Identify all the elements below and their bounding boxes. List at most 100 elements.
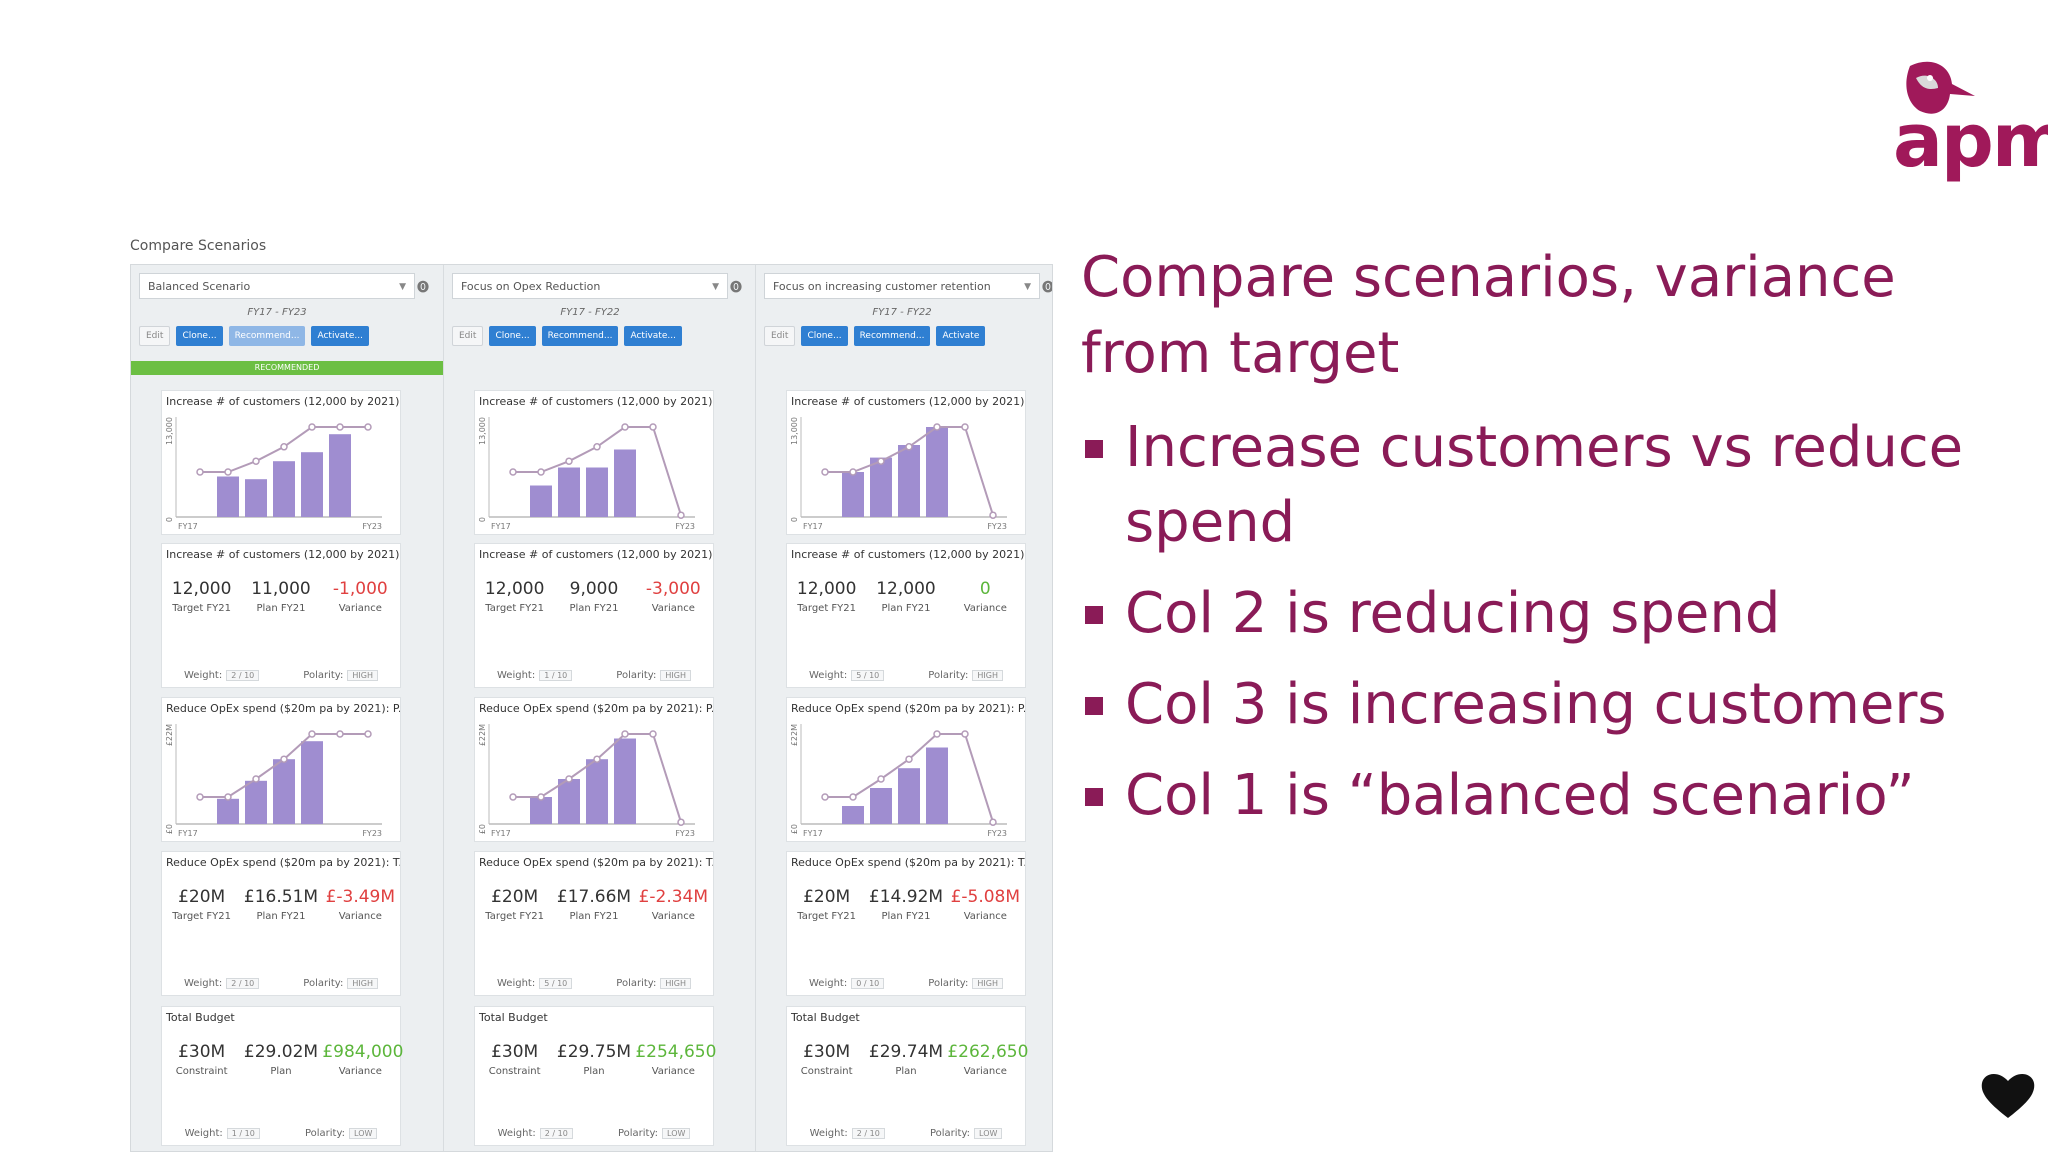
target-point <box>280 755 288 763</box>
kpi-target-value: £20M <box>491 887 539 907</box>
scenario-toolbar: Edit Clone... Recommend... Activate <box>764 326 1052 346</box>
kpi-meta: Weight: 2 / 10 Polarity: LOW <box>787 1128 1025 1139</box>
kpi-plan-value: £14.92M <box>868 887 944 907</box>
kpi-meta: Weight: 1 / 10 Polarity: HIGH <box>475 670 713 681</box>
kpi-target: 12,000 Target FY21 <box>477 579 553 614</box>
scenario-header: Focus on Opex Reduction ▼ ⓿ FY17 - FY22 Edit… <box>452 273 742 346</box>
kpi-plan-value: £29.74M <box>868 1042 944 1062</box>
scenario-select[interactable]: Focus on Opex Reduction ▼ <box>452 273 728 299</box>
weight-label: Weight: <box>497 978 536 989</box>
bullet-item: Col 2 is reducing spend <box>1081 576 1981 651</box>
kpi-card[interactable]: Total Budget £30M Constraint £29.75M Plan £25… <box>474 1006 716 1146</box>
kpi-plan-label: Plan <box>583 1066 605 1077</box>
target-point <box>649 423 657 431</box>
kpi-variance: -1,000 Variance <box>322 579 398 614</box>
mini-chart-card[interactable]: Reduce OpEx spend ($20m pa by 2021): P..… <box>161 697 401 842</box>
clone-button[interactable]: Clone... <box>489 326 536 346</box>
kpi-meta: Weight: 0 / 10 Polarity: HIGH <box>787 978 1025 989</box>
bar <box>926 747 948 824</box>
recommend-button[interactable]: Recommend... <box>228 326 306 346</box>
kpi-card[interactable]: Reduce OpEx spend ($20m pa by 2021): T..… <box>786 851 1026 996</box>
weight: Weight: 2 / 10 <box>184 978 260 989</box>
weight-value: 2 / 10 <box>851 1128 885 1139</box>
info-icon[interactable]: ⓿ <box>416 280 429 294</box>
kpi-card[interactable]: Increase # of customers (12,000 by 2021)… <box>474 543 714 688</box>
bar <box>870 457 892 517</box>
kpi-card[interactable]: Total Budget £30M Constraint £29.74M Plan £26… <box>786 1006 1028 1146</box>
bullet-list: Increase customers vs reduce spend Col 2… <box>1081 410 1981 849</box>
kpi-plan-label: Plan FY21 <box>569 603 619 614</box>
kpi-title: Reduce OpEx spend ($20m pa by 2021): T..… <box>166 856 400 869</box>
target-point <box>308 730 316 738</box>
edit-button[interactable]: Edit <box>139 326 171 346</box>
kpi-variance-value: -3,000 <box>645 579 701 599</box>
kpi-variance: £-5.08M Variance <box>947 887 1023 922</box>
kpi-target-value: £30M <box>803 1042 851 1062</box>
kpi-meta: Weight: 5 / 10 Polarity: HIGH <box>787 670 1025 681</box>
weight-label: Weight: <box>497 1128 536 1139</box>
activate-button[interactable]: Activate <box>936 326 986 346</box>
target-point <box>364 423 372 431</box>
kpi-card[interactable]: Reduce OpEx spend ($20m pa by 2021): T..… <box>161 851 401 996</box>
mini-chart-card[interactable]: Increase # of customers (12,000 by 2021)… <box>786 390 1026 535</box>
target-point <box>933 423 941 431</box>
target-point <box>509 468 517 476</box>
scenario-range: FY17 - FY23 <box>247 307 307 318</box>
info-icon[interactable]: ⓿ <box>1041 280 1053 294</box>
target-point <box>224 468 232 476</box>
recommend-button[interactable]: Recommend... <box>541 326 619 346</box>
mini-chart-card[interactable]: Increase # of customers (12,000 by 2021)… <box>474 390 714 535</box>
target-point <box>849 793 857 801</box>
bar <box>870 788 892 824</box>
apm-logo-text: apm <box>1893 98 2048 184</box>
edit-button[interactable]: Edit <box>764 326 796 346</box>
kpi-meta: Weight: 5 / 10 Polarity: HIGH <box>475 978 713 989</box>
polarity: Polarity: LOW <box>929 1128 1003 1139</box>
mini-chart-card[interactable]: Increase # of customers (12,000 by 2021)… <box>161 390 401 535</box>
x-tick-label-start: FY17 <box>803 829 823 838</box>
info-icon[interactable]: ⓿ <box>729 280 742 294</box>
mini-chart: FY17 FY23 £22M £0 <box>790 724 1007 838</box>
chevron-down-icon: ▼ <box>712 282 719 292</box>
activate-button[interactable]: Activate... <box>311 326 369 346</box>
kpi-card[interactable]: Total Budget £30M Constraint £29.02M Plan £98… <box>161 1006 403 1146</box>
kpi-card[interactable]: Increase # of customers (12,000 by 2021)… <box>786 543 1026 688</box>
scenario-range: FY17 - FY22 <box>872 307 932 318</box>
bar <box>245 479 267 517</box>
scenario-select[interactable]: Balanced Scenario ▼ <box>139 273 415 299</box>
clone-button[interactable]: Clone... <box>801 326 848 346</box>
kpi-card[interactable]: Reduce OpEx spend ($20m pa by 2021): T..… <box>474 851 714 996</box>
activate-button[interactable]: Activate... <box>624 326 682 346</box>
kpi-values: 12,000 Target FY21 9,000 Plan FY21 -3,000 Var… <box>475 579 713 614</box>
scenario-column: Balanced Scenario ▼ ⓿ FY17 - FY23 Edit Clone.… <box>131 265 443 1151</box>
scenario-range: FY17 - FY22 <box>560 307 620 318</box>
mini-chart-title: Reduce OpEx spend ($20m pa by 2021): P..… <box>166 702 400 715</box>
polarity: Polarity: HIGH <box>616 670 691 681</box>
polarity-label: Polarity: <box>929 1128 971 1139</box>
target-point <box>989 818 997 826</box>
x-tick-label-start: FY17 <box>178 829 198 838</box>
heart-icon[interactable] <box>1980 1070 2036 1120</box>
edit-button[interactable]: Edit <box>452 326 484 346</box>
target-point <box>565 775 573 783</box>
bar <box>245 780 267 824</box>
kpi-card[interactable]: Increase # of customers (12,000 by 2021)… <box>161 543 401 688</box>
chevron-down-icon: ▼ <box>1024 282 1031 292</box>
mini-chart-card[interactable]: Reduce OpEx spend ($20m pa by 2021): P..… <box>786 697 1026 842</box>
target-point <box>224 793 232 801</box>
polarity-value: LOW <box>974 1128 1003 1139</box>
kpi-values: £20M Target FY21 £14.92M Plan FY21 £-5.08M Va… <box>787 887 1025 922</box>
kpi-variance-label: Variance <box>963 911 1007 922</box>
clone-button[interactable]: Clone... <box>176 326 223 346</box>
kpi-plan-label: Plan FY21 <box>256 911 306 922</box>
kpi-target-value: 12,000 <box>484 579 545 599</box>
mini-chart-card[interactable]: Reduce OpEx spend ($20m pa by 2021): P..… <box>474 697 714 842</box>
kpi-variance: £-3.49M Variance <box>322 887 398 922</box>
recommend-button[interactable]: Recommend... <box>853 326 931 346</box>
scenario-select-value: Focus on Opex Reduction <box>461 280 601 293</box>
kpi-target-label: Target FY21 <box>485 603 544 614</box>
kpi-plan: £16.51M Plan FY21 <box>243 887 319 922</box>
polarity-value: HIGH <box>347 978 378 989</box>
scenario-select[interactable]: Focus on increasing customer retention ▼ <box>764 273 1040 299</box>
kpi-target-label: Constraint <box>175 1066 228 1077</box>
